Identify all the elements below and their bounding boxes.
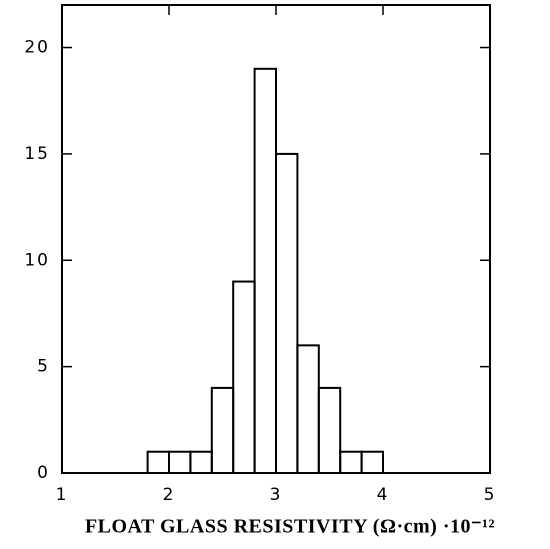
bar (317, 386, 342, 474)
x-tick-label: 5 (484, 485, 497, 505)
y-tick-label: 5 (37, 357, 50, 377)
y-tick-label: 0 (37, 463, 50, 483)
bar (168, 450, 192, 474)
bar (339, 450, 363, 474)
y-tick-label: 10 (24, 250, 50, 270)
bar (189, 450, 213, 474)
bar (210, 386, 235, 474)
x-tick-label: 3 (270, 485, 283, 505)
bar (360, 450, 385, 474)
bar (296, 344, 320, 475)
bar (253, 67, 278, 475)
x-tick-label: 2 (163, 485, 176, 505)
x-axis-label: FLOAT GLASS RESISTIVITY (Ω·cm) ·10⁻¹² (85, 516, 495, 538)
bar (146, 450, 171, 474)
y-tick-label: 15 (24, 144, 50, 164)
x-tick-label: 4 (377, 485, 390, 505)
y-tick-label: 20 (24, 38, 50, 58)
bar (232, 280, 256, 474)
bar (275, 152, 299, 474)
x-tick-label: 1 (56, 485, 69, 505)
